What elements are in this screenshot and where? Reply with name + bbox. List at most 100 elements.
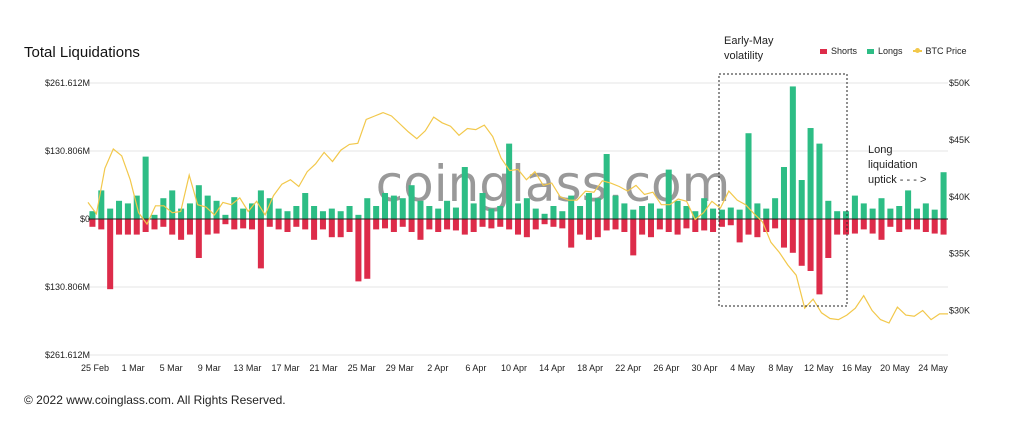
x-axis-tick-label: 8 May [768,363,793,373]
short-bar [302,219,309,230]
copyright-footer: © 2022 www.coinglass.com. All Rights Res… [24,393,286,407]
long-bar [381,193,389,219]
short-bar [98,219,105,230]
long-bar [798,180,805,219]
long-bar [612,195,619,219]
left-axis-tick-label: $130.806M [45,146,90,156]
short-bar [550,219,557,227]
long-bar [763,208,770,219]
x-axis-tick-label: 4 May [730,363,755,373]
long-bar [275,208,282,219]
short-bar [559,219,566,229]
long-bar [922,203,929,219]
legend-shorts-label: Shorts [831,46,858,56]
short-bar [116,219,123,235]
x-axis-tick-label: 30 Apr [691,363,717,373]
short-bar [461,219,468,235]
short-bar [647,219,655,238]
early-may-line-1: Early-May [724,35,774,47]
short-bar [178,219,185,240]
early-may-highlight-box [718,73,848,307]
long-bar [337,211,344,219]
short-bar [594,219,601,238]
legend-longs[interactable]: Longs [867,46,903,56]
long-bar [506,143,513,219]
short-bar [887,219,894,227]
long-bar [390,195,397,219]
short-bar [665,219,672,232]
long-bar [346,206,353,219]
x-axis-tick-label: 9 Mar [198,363,221,373]
right-axis-tick-label: $45K [949,135,970,145]
long-bar [461,167,468,219]
long-bar [470,203,477,219]
x-axis-ticks: 25 Feb 1 Mar 5 Mar 9 Mar 13 Mar 17 Mar 21 Mar 2… [81,363,948,373]
long-bar [603,154,610,219]
x-axis-tick-label: 20 May [880,363,910,373]
short-bar [311,219,318,240]
short-bar [346,219,353,232]
long-bar [843,211,850,219]
legend-longs-label: Longs [878,46,903,56]
long-bar [550,206,557,219]
short-bar [940,219,947,235]
long-bar [647,203,655,219]
short-bar [328,219,335,238]
long-bar [169,190,176,219]
short-bar [913,219,920,230]
short-bar [408,219,415,232]
short-bar [798,219,805,266]
long-bar [639,206,646,219]
long-bar [896,206,903,219]
legend-shorts[interactable]: Shorts [820,46,857,56]
long-bar [160,198,167,219]
short-bar [816,219,823,295]
long-bar [266,198,273,219]
short-bar [789,219,796,253]
short-bar [851,219,858,234]
long-bar [328,208,335,219]
x-axis-tick-label: 25 Mar [348,363,376,373]
short-bar [585,219,592,240]
short-bar [284,219,291,232]
left-axis-tick-label: $0 [80,214,90,224]
short-bar [683,219,690,229]
long-bar [559,211,566,219]
short-bar [780,219,787,248]
short-bar [151,219,158,230]
x-axis-tick-label: 10 Apr [501,363,527,373]
short-bar [107,219,114,290]
x-axis-tick-label: 5 Mar [160,363,183,373]
long-bar [851,195,858,219]
short-bar [293,219,300,227]
legend-btc-price[interactable]: BTC Price [912,46,967,56]
long-bar [408,185,415,219]
long-bar [89,211,96,219]
short-bar [204,219,211,235]
long-bar [568,195,575,219]
long-bar [523,198,530,219]
long-bar [834,211,841,219]
short-bar [89,219,96,227]
x-axis-tick-label: 12 May [804,363,834,373]
short-bar [905,219,912,230]
x-axis-tick-label: 22 Apr [615,363,641,373]
right-axis-tick-label: $40K [949,192,970,202]
short-bar [869,219,876,234]
long-bar [364,198,371,219]
long-bar [772,198,779,219]
short-bar [630,219,637,256]
short-bar [452,219,459,231]
short-bar [718,219,725,227]
long-bar [789,86,796,219]
x-axis-tick-label: 18 Apr [577,363,603,373]
x-axis-tick-label: 17 Mar [271,363,299,373]
short-bar [355,219,362,282]
long-bar [98,190,105,219]
short-bar [142,219,149,232]
short-bar [612,219,619,230]
left-axis-tick-label: $261.612M [45,350,90,360]
short-bar [381,219,389,229]
chart-title: Total Liquidations [24,44,140,61]
